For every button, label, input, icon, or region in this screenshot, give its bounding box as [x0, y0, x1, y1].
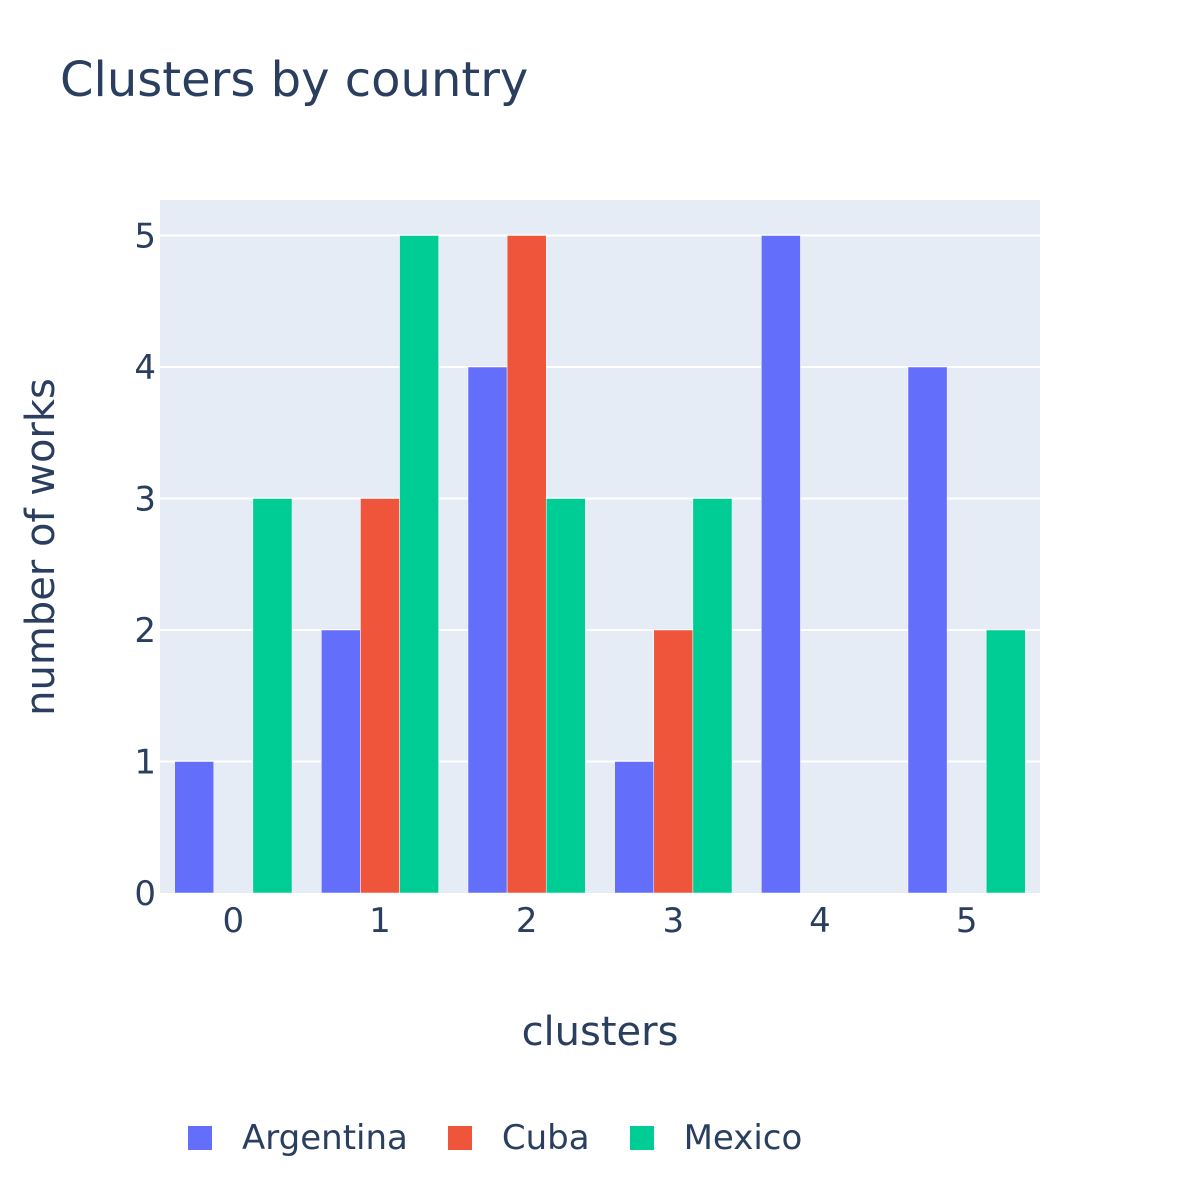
- bar-mexico-cluster-5: [985, 629, 1026, 894]
- legend-swatch: [629, 1126, 654, 1150]
- bar-argentina-cluster-2: [467, 366, 508, 894]
- x-tick-label: 2: [516, 901, 538, 941]
- bar-mexico-cluster-3: [692, 498, 733, 894]
- y-tick-label: 5: [134, 217, 156, 257]
- x-tick-label: 5: [956, 901, 978, 941]
- y-axis-label: number of works: [18, 378, 64, 716]
- bars: [174, 235, 1026, 894]
- x-axis-label: clusters: [522, 1009, 679, 1055]
- legend-item-mexico[interactable]: Mexico: [629, 1118, 803, 1158]
- y-tick-label: 4: [134, 348, 156, 388]
- grid-lines: [160, 234, 1040, 763]
- x-tick-label: 3: [663, 901, 685, 941]
- y-tick-label: 1: [134, 743, 156, 783]
- bar-mexico-cluster-2: [545, 498, 586, 894]
- bar-argentina-cluster-0: [174, 761, 215, 894]
- legend-label: Mexico: [683, 1118, 803, 1158]
- chart-title: Clusters by country: [60, 52, 529, 108]
- legend-swatch: [447, 1126, 472, 1150]
- bar-argentina-cluster-3: [614, 761, 655, 894]
- bar-cuba-cluster-2: [506, 235, 547, 894]
- y-tick-label: 3: [134, 480, 156, 520]
- legend-label: Cuba: [501, 1118, 590, 1158]
- x-tick-label: 0: [223, 901, 245, 941]
- bar-mexico-cluster-0: [252, 498, 293, 894]
- x-tick-labels: 0 1 2 3 4 5: [223, 901, 978, 941]
- bar-argentina-cluster-4: [761, 235, 801, 894]
- legend-item-cuba[interactable]: Cuba: [447, 1118, 590, 1158]
- y-tick-labels: 0 1 2 3 4 5: [134, 217, 156, 914]
- bar-argentina-cluster-1: [321, 629, 361, 894]
- x-tick-label: 1: [369, 901, 391, 941]
- bar-cuba-cluster-1: [360, 498, 400, 894]
- legend-item-argentina[interactable]: Argentina: [188, 1118, 408, 1158]
- y-tick-label: 2: [134, 611, 156, 651]
- y-tick-label: 0: [134, 874, 156, 914]
- legend-swatch: [188, 1126, 212, 1150]
- legend: Argentina Cuba Mexico: [188, 1118, 842, 1158]
- bar-cuba-cluster-3: [653, 629, 694, 894]
- plot-area: [160, 200, 1040, 893]
- legend-label: Argentina: [242, 1118, 408, 1158]
- bar-argentina-cluster-5: [907, 366, 948, 894]
- bar-mexico-cluster-1: [399, 235, 439, 894]
- x-tick-label: 4: [809, 901, 831, 941]
